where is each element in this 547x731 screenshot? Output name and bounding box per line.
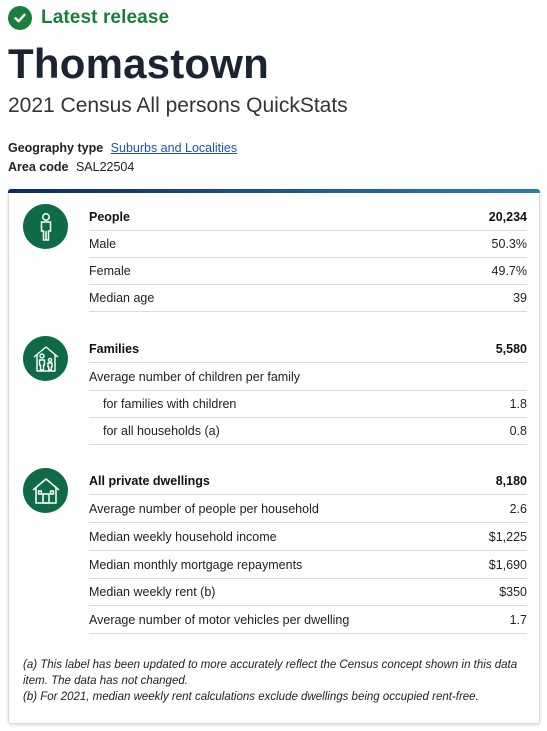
geography-link[interactable]: Suburbs and Localities bbox=[110, 141, 238, 155]
table-row: for families with children 1.8 bbox=[89, 391, 527, 418]
row-label: Median age bbox=[89, 291, 155, 305]
geography-label: Geography type bbox=[8, 141, 104, 155]
table-row: Male 50.3% bbox=[89, 231, 527, 258]
row-label: Median weekly household income bbox=[89, 530, 277, 544]
footnote-a: (a) This label has been updated to more … bbox=[23, 659, 518, 687]
row-value: 2.6 bbox=[509, 502, 527, 516]
row-label: Female bbox=[89, 264, 131, 278]
row-value: 1.8 bbox=[509, 397, 527, 411]
dwellings-value: 8,180 bbox=[495, 474, 527, 488]
row-label: Median weekly rent (b) bbox=[89, 585, 216, 599]
dwellings-label: All private dwellings bbox=[89, 474, 210, 488]
families-label: Families bbox=[89, 342, 140, 356]
quickstats-card: People 20,234 Male 50.3% Female 49.7% Me… bbox=[8, 189, 540, 724]
people-value: 20,234 bbox=[488, 210, 527, 224]
families-header-row: Families 5,580 bbox=[89, 336, 527, 363]
area-code-label: Area code bbox=[8, 160, 69, 174]
check-circle-icon bbox=[8, 6, 32, 30]
page-title: Thomastown bbox=[8, 40, 269, 87]
geography-type: Geography type Suburbs and Localities bbox=[8, 141, 237, 155]
row-value: 50.3% bbox=[491, 237, 527, 251]
table-row: Average number of children per family bbox=[89, 364, 527, 391]
row-value: $350 bbox=[499, 585, 527, 599]
table-row: Female 49.7% bbox=[89, 258, 527, 285]
row-value: $1,225 bbox=[488, 530, 527, 544]
card-accent-bar bbox=[8, 189, 540, 193]
row-label: Average number of people per household bbox=[89, 502, 319, 516]
row-label: Average number of children per family bbox=[89, 370, 300, 384]
footnote-b: (b) For 2021, median weekly rent calcula… bbox=[23, 691, 479, 703]
row-label: for families with children bbox=[103, 397, 237, 411]
dwellings-header-row: All private dwellings 8,180 bbox=[89, 468, 527, 495]
table-row: Average number of people per household 2… bbox=[89, 496, 527, 523]
table-row: Median weekly rent (b) $350 bbox=[89, 579, 527, 606]
table-row: Median weekly household income $1,225 bbox=[89, 524, 527, 551]
row-value: 0.8 bbox=[509, 424, 527, 438]
release-label: Latest release bbox=[41, 7, 170, 28]
row-label: for all households (a) bbox=[103, 424, 220, 438]
row-label: Median monthly mortgage repayments bbox=[89, 558, 303, 572]
table-row: Average number of motor vehicles per dwe… bbox=[89, 607, 527, 634]
row-value: 49.7% bbox=[491, 264, 527, 278]
families-value: 5,580 bbox=[495, 342, 527, 356]
row-value: 39 bbox=[513, 291, 527, 305]
table-row: for all households (a) 0.8 bbox=[89, 418, 527, 445]
footnotes: (a) This label has been updated to more … bbox=[23, 657, 533, 705]
table-row: Median age 39 bbox=[89, 285, 527, 312]
table-row: Median monthly mortgage repayments $1,69… bbox=[89, 552, 527, 579]
house-icon bbox=[23, 468, 68, 513]
family-icon bbox=[23, 336, 68, 381]
row-value: 1.7 bbox=[509, 613, 527, 627]
area-code-value: SAL22504 bbox=[75, 160, 135, 174]
people-header-row: People 20,234 bbox=[89, 204, 527, 231]
latest-release-badge: Latest release bbox=[8, 5, 169, 31]
row-label: Male bbox=[89, 237, 117, 251]
row-value: $1,690 bbox=[488, 558, 527, 572]
person-icon bbox=[23, 204, 68, 249]
area-code: Area code SAL22504 bbox=[8, 160, 134, 174]
people-label: People bbox=[89, 210, 130, 224]
page-subtitle: 2021 Census All persons QuickStats bbox=[8, 94, 348, 117]
row-label: Average number of motor vehicles per dwe… bbox=[89, 613, 350, 627]
